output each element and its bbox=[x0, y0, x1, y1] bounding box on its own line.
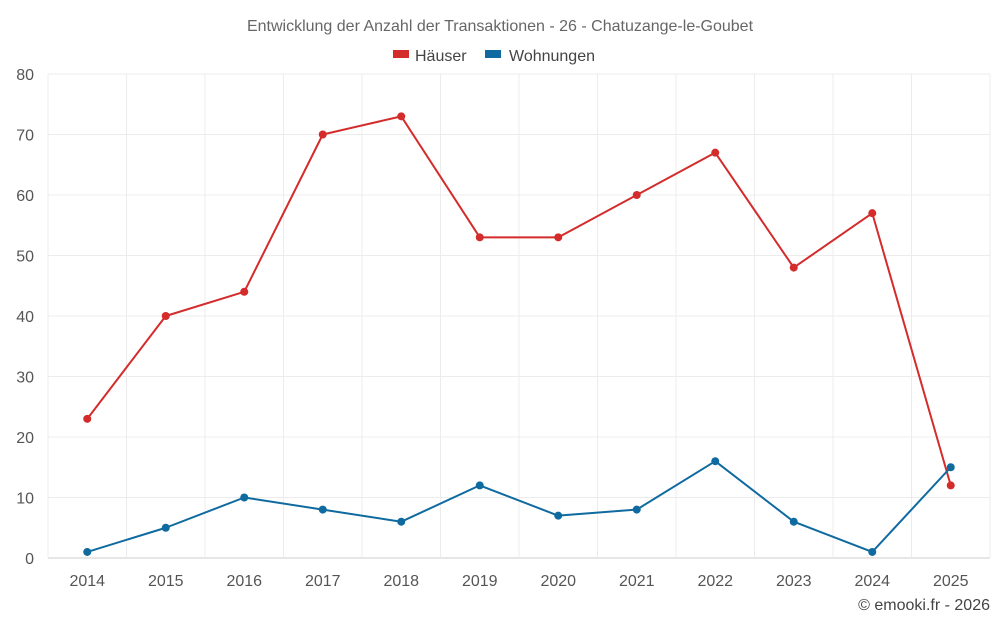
y-tick-label: 60 bbox=[16, 188, 34, 205]
data-point-haeuser[interactable] bbox=[318, 130, 327, 139]
x-tick-label: 2023 bbox=[776, 573, 812, 590]
x-tick-label: 2015 bbox=[148, 573, 184, 590]
credit-text: © emooki.fr - 2026 bbox=[858, 597, 990, 614]
x-tick-label: 2022 bbox=[697, 573, 733, 590]
x-axis: 2014 2015 2016 2017 2018 2019 2020 2021 2022 2023… bbox=[69, 573, 968, 590]
data-point-haeuser[interactable] bbox=[83, 414, 92, 423]
data-point-wohnungen[interactable] bbox=[240, 493, 249, 502]
legend: Häuser Wohnungen bbox=[393, 48, 595, 65]
data-point-haeuser[interactable] bbox=[397, 112, 406, 121]
legend-label-wohnungen: Wohnungen bbox=[509, 48, 595, 65]
y-tick-label: 10 bbox=[16, 491, 34, 508]
data-point-wohnungen[interactable] bbox=[318, 505, 327, 514]
data-point-wohnungen[interactable] bbox=[554, 511, 563, 520]
y-tick-label: 40 bbox=[16, 309, 34, 326]
series-line-wohnungen bbox=[86, 460, 952, 553]
y-tick-label: 30 bbox=[16, 370, 34, 387]
x-tick-label: 2017 bbox=[305, 573, 341, 590]
data-point-haeuser[interactable] bbox=[711, 148, 720, 157]
data-point-haeuser[interactable] bbox=[475, 233, 484, 242]
x-tick-label: 2025 bbox=[933, 573, 969, 590]
data-point-haeuser[interactable] bbox=[946, 481, 955, 490]
series-line-haeuser bbox=[86, 115, 952, 486]
y-tick-label: 70 bbox=[16, 128, 34, 145]
data-point-wohnungen[interactable] bbox=[475, 481, 484, 490]
legend-label-haeuser: Häuser bbox=[415, 48, 467, 65]
legend-swatch-wohnungen bbox=[485, 50, 501, 58]
x-tick-label: 2016 bbox=[226, 573, 262, 590]
legend-swatch-haeuser bbox=[393, 50, 409, 58]
grid bbox=[47, 73, 991, 559]
data-point-haeuser[interactable] bbox=[632, 191, 641, 199]
series bbox=[83, 112, 955, 556]
data-point-haeuser[interactable] bbox=[240, 287, 249, 296]
data-point-haeuser[interactable] bbox=[161, 312, 170, 320]
data-point-haeuser[interactable] bbox=[554, 233, 563, 242]
x-tick-label: 2018 bbox=[383, 573, 419, 590]
y-tick-label: 80 bbox=[16, 67, 34, 84]
data-point-wohnungen[interactable] bbox=[397, 517, 406, 526]
x-tick-label: 2021 bbox=[619, 573, 655, 590]
legend-item-haeuser[interactable]: Häuser bbox=[393, 48, 467, 65]
data-point-wohnungen[interactable] bbox=[83, 547, 92, 556]
data-point-wohnungen[interactable] bbox=[161, 523, 170, 532]
x-tick-label: 2024 bbox=[854, 573, 890, 590]
y-tick-label: 50 bbox=[16, 249, 34, 266]
x-tick-label: 2020 bbox=[540, 573, 576, 590]
x-tick-label: 2019 bbox=[462, 573, 498, 590]
data-point-wohnungen[interactable] bbox=[946, 463, 955, 472]
data-point-wohnungen[interactable] bbox=[868, 547, 877, 556]
data-point-wohnungen[interactable] bbox=[789, 517, 798, 526]
y-axis: 0 10 20 30 40 50 60 70 80 bbox=[16, 67, 34, 568]
data-point-haeuser[interactable] bbox=[789, 263, 798, 272]
data-point-wohnungen[interactable] bbox=[711, 457, 720, 466]
x-tick-label: 2014 bbox=[69, 573, 105, 590]
data-point-wohnungen[interactable] bbox=[632, 505, 641, 514]
chart-title: Entwicklung der Anzahl der Transaktionen… bbox=[247, 18, 754, 35]
y-tick-label: 20 bbox=[16, 430, 34, 447]
data-point-haeuser[interactable] bbox=[868, 209, 877, 218]
y-tick-label: 0 bbox=[25, 551, 34, 568]
legend-item-wohnungen[interactable]: Wohnungen bbox=[485, 48, 595, 65]
